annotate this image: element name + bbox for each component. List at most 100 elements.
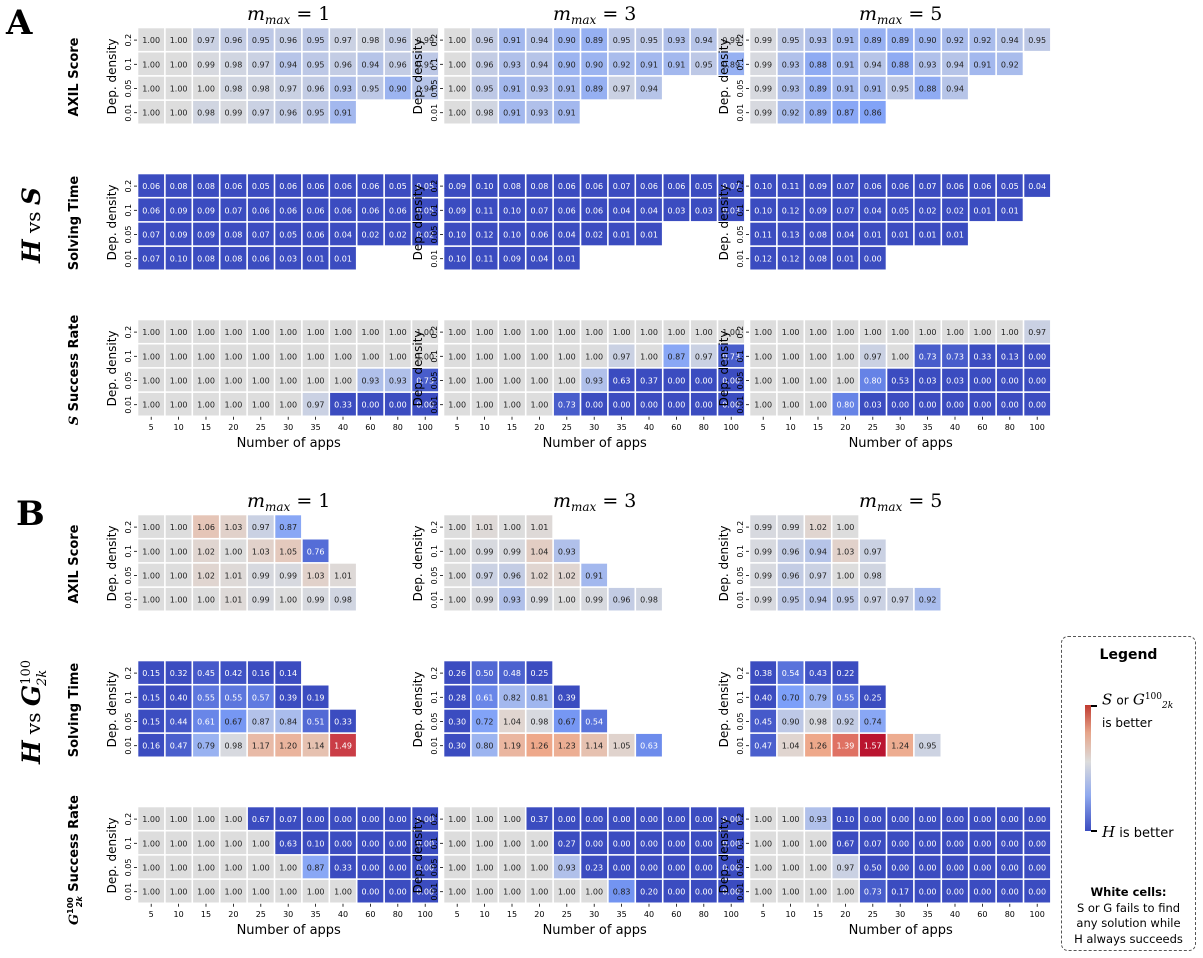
cell-value-label: 1.00 xyxy=(836,328,854,337)
heatmap-cell xyxy=(608,879,636,904)
heatmap-cell xyxy=(914,392,942,417)
y-tick-label: 0.01 xyxy=(430,396,439,414)
heatmap-cell xyxy=(941,197,969,222)
heatmap-cell xyxy=(329,319,357,344)
cell-value-label: 1.26 xyxy=(530,742,548,751)
heatmap-cell xyxy=(498,319,526,344)
cell-value-label: 1.00 xyxy=(197,839,215,848)
cell-value-label: 0.84 xyxy=(279,718,297,727)
heatmap-cell xyxy=(498,830,526,855)
cell-value-label: 1.00 xyxy=(722,328,740,337)
heatmap-cell xyxy=(553,343,581,368)
cell-value-label: 0.88 xyxy=(919,85,937,94)
heatmap-cell xyxy=(384,76,412,100)
cell-value-label: 1.00 xyxy=(558,888,576,897)
cell-value-label: 1.06 xyxy=(197,523,215,532)
heatmap-cell xyxy=(749,709,777,733)
column-title: mmax = 5 xyxy=(859,3,942,27)
heatmap-cell xyxy=(804,51,832,76)
cell-value-label: 0.01 xyxy=(1001,206,1019,215)
cell-value-label: 0.16 xyxy=(142,742,160,751)
heatmap-cell xyxy=(525,709,553,733)
heatmap-cell xyxy=(329,563,357,587)
cell-value-label: 0.08 xyxy=(197,255,215,264)
heatmap-cell xyxy=(1023,319,1051,344)
cell-value-label: 1.00 xyxy=(782,839,800,848)
heatmap-cell xyxy=(914,27,942,52)
heatmap-cell xyxy=(968,830,996,855)
cell-value-label: 0.97 xyxy=(1028,328,1046,337)
heatmap-cell xyxy=(443,392,471,417)
heatmap-cell xyxy=(749,51,777,76)
cell-value-label: 1.00 xyxy=(170,523,188,532)
heatmap-cell xyxy=(968,392,996,417)
cell-value-label: 0.98 xyxy=(809,718,827,727)
y-axis-label: Dep. density xyxy=(105,38,119,114)
cell-value-label: 0.26 xyxy=(448,669,466,678)
cell-value-label: 0.97 xyxy=(613,85,631,94)
heatmap-cell xyxy=(302,368,330,392)
cell-value-label: 0.00 xyxy=(585,839,603,848)
cell-value-label: 0.05 xyxy=(416,206,434,215)
heatmap-cell xyxy=(525,587,553,612)
heatmap-cell xyxy=(274,587,302,612)
heatmap-cell xyxy=(608,319,636,344)
cell-value-label: 1.00 xyxy=(503,523,521,532)
heatmap-cell xyxy=(635,343,663,368)
heatmap-cell xyxy=(608,587,636,612)
heatmap-cell xyxy=(498,27,526,52)
cell-value-label: 1.00 xyxy=(503,839,521,848)
heatmap-cell xyxy=(941,392,969,417)
cell-value-label: 0.02 xyxy=(946,206,964,215)
heatmap-cell xyxy=(247,197,275,222)
heatmap-cell xyxy=(804,173,832,198)
cell-value-label: 1.00 xyxy=(170,401,188,410)
heatmap-cell xyxy=(580,173,608,198)
heatmap-cell xyxy=(247,222,275,246)
heatmap-cell xyxy=(553,806,581,831)
cell-value-label: 0.98 xyxy=(864,572,882,581)
cell-value-label: 1.00 xyxy=(448,328,466,337)
heatmap-cell xyxy=(498,806,526,831)
heatmap-cell xyxy=(137,830,165,855)
cell-value-label: 0.00 xyxy=(919,839,937,848)
heatmap-cell xyxy=(749,538,777,563)
cell-value-label: 0.48 xyxy=(503,669,521,678)
cell-value-label: 0.07 xyxy=(142,255,160,264)
heatmap-cell xyxy=(247,246,275,271)
cell-value-label: 0.00 xyxy=(1028,377,1046,386)
heatmap-cell xyxy=(525,806,553,831)
cell-value-label: 0.00 xyxy=(946,864,964,873)
heatmap-cell xyxy=(498,563,526,587)
heatmap-cell xyxy=(941,222,969,246)
heatmap-cell xyxy=(137,855,165,879)
x-tick-label: 100 xyxy=(1030,423,1045,432)
y-tick-label: 0.01 xyxy=(430,250,439,268)
cell-value-label: 0.00 xyxy=(973,401,991,410)
heatmap-cell xyxy=(274,51,302,76)
cell-value-label: 0.47 xyxy=(170,742,188,751)
cell-value-label: 0.95 xyxy=(836,596,854,605)
cell-value-label: 0.96 xyxy=(279,109,297,118)
heatmap-cell xyxy=(471,587,499,612)
y-axis-label: Dep. density xyxy=(105,671,119,747)
cell-value-label: 1.00 xyxy=(476,864,494,873)
heatmap-cell xyxy=(886,879,914,904)
cell-value-label: 0.00 xyxy=(695,815,713,824)
y-tick-label: 0.1 xyxy=(430,545,439,558)
heatmap-cell xyxy=(777,684,805,709)
heatmap-cell xyxy=(219,855,247,879)
cell-value-label: 0.10 xyxy=(503,231,521,240)
heatmap-cell xyxy=(329,587,357,612)
heatmap-cell xyxy=(274,76,302,100)
heatmap-cell xyxy=(247,660,275,685)
cell-value-label: 0.87 xyxy=(279,523,297,532)
heatmap-cell xyxy=(996,51,1024,76)
y-axis-label: Dep. density xyxy=(717,330,731,406)
heatmap-cell xyxy=(411,27,439,52)
y-tick-label: 0.01 xyxy=(430,883,439,901)
heatmap-cell xyxy=(411,197,439,222)
heatmap-cell xyxy=(635,76,663,100)
heatmap-cell xyxy=(274,27,302,52)
heatmap-cell xyxy=(165,538,193,563)
